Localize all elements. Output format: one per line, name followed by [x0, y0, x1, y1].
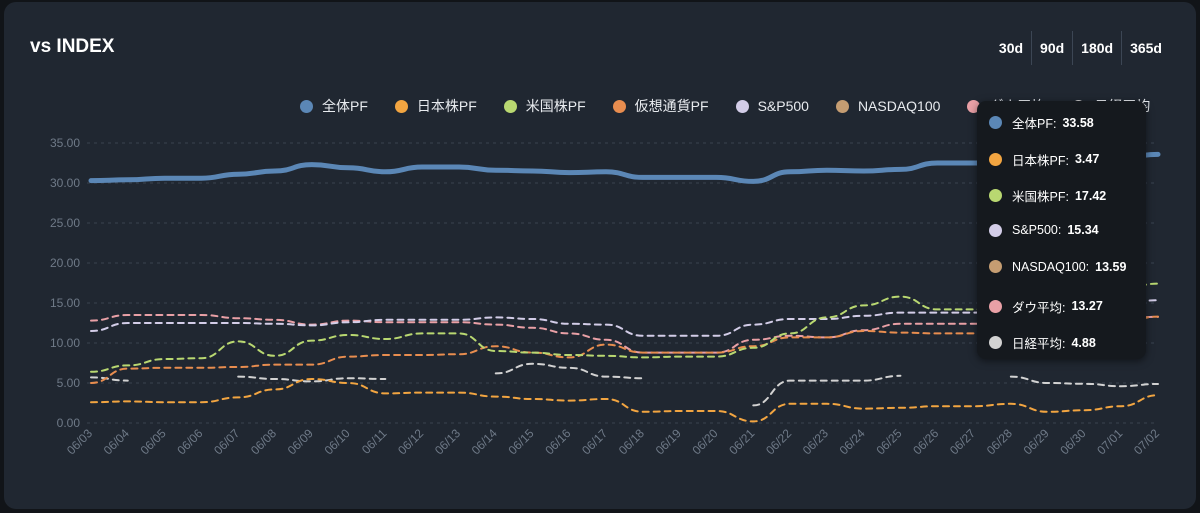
tooltip-row: 全体PF: 33.58: [989, 113, 1094, 132]
x-tick-label: 07/01: [1094, 426, 1125, 457]
x-tick-label: 06/10: [322, 426, 353, 457]
y-tick-label: 10.00: [50, 336, 80, 350]
tooltip-row: S&P500: 15.34: [989, 223, 1099, 237]
x-tick-label: 06/30: [1057, 426, 1088, 457]
x-tick-label: 06/25: [873, 426, 904, 457]
x-tick-label: 06/03: [64, 426, 95, 457]
legend-dot: [394, 99, 408, 113]
tooltip-value: 13.27: [1071, 299, 1103, 313]
legend-item[interactable]: S&P500: [735, 96, 809, 116]
legend-dot: [735, 99, 749, 113]
x-tick-label: 06/06: [174, 426, 205, 457]
x-tick-label: 06/14: [469, 426, 500, 457]
x-tick-label: 06/24: [837, 426, 868, 457]
range-365d-button[interactable]: 365d: [1121, 31, 1170, 65]
x-tick-label: 06/23: [800, 426, 831, 457]
legend-dot: [300, 99, 313, 113]
x-tick-label: 06/09: [285, 426, 316, 457]
x-tick-label: 06/29: [1021, 426, 1052, 457]
series-line-7: [237, 375, 387, 383]
x-tick-label: 06/22: [763, 426, 794, 457]
legend-label: 全体PF: [322, 98, 368, 114]
legend-dot: [835, 99, 849, 113]
chart-tooltip: 全体PF: 33.58 日本株PF: 3.47 米国株PF: 17.42 S&P500: 15…: [977, 101, 1146, 359]
x-tick-label: 06/12: [395, 426, 426, 457]
y-tick-label: 30.00: [50, 176, 80, 190]
tooltip-dot: [989, 223, 1002, 237]
tooltip-row: 日経平均: 4.88: [989, 333, 1096, 352]
tooltip-value: 15.34: [1067, 223, 1099, 238]
series-line-7: [90, 376, 129, 382]
legend-label: NASDAQ100: [857, 98, 941, 114]
x-tick-label: 06/15: [506, 426, 537, 457]
y-tick-label: 20.00: [50, 256, 80, 270]
legend-dot: [612, 99, 626, 113]
tooltip-row: NASDAQ100: 13.59: [989, 260, 1126, 274]
x-tick-label: 06/17: [579, 426, 610, 457]
x-tick-label: 06/16: [542, 426, 573, 457]
legend-label: 日本株PF: [416, 98, 477, 114]
x-tick-label: 06/08: [248, 426, 279, 457]
tooltip-label: ダウ平均:: [1012, 300, 1066, 315]
x-tick-label: 06/26: [910, 426, 941, 457]
y-tick-label: 0.00: [57, 416, 81, 430]
y-tick-label: 5.00: [57, 376, 81, 390]
tooltip-dot: [989, 299, 1002, 313]
x-tick-label: 06/11: [359, 426, 390, 457]
y-tick-label: 35.00: [50, 136, 80, 150]
tooltip-value: 33.58: [1062, 115, 1094, 130]
tooltip-dot: [989, 152, 1002, 166]
tooltip-label: NASDAQ100:: [1012, 259, 1090, 274]
tooltip-row: ダウ平均: 13.27: [989, 297, 1103, 316]
legend-label: S&P500: [757, 98, 809, 114]
x-tick-label: 06/19: [653, 426, 684, 457]
tooltip-dot: [989, 116, 1002, 129]
range-30d-button[interactable]: 30d: [998, 40, 1024, 56]
tooltip-value: 4.88: [1071, 335, 1096, 350]
y-tick-label: 15.00: [50, 296, 80, 310]
x-tick-label: 06/13: [432, 426, 463, 457]
legend-label: 仮想通貨PF: [634, 98, 709, 114]
tooltip-value: 17.42: [1074, 188, 1107, 203]
tooltip-label: 全体PF:: [1012, 117, 1057, 131]
tooltip-dot: [989, 260, 1002, 274]
chart-title: vs INDEX: [30, 36, 115, 57]
x-tick-label: 06/21: [726, 426, 757, 457]
range-180d-button[interactable]: 180d: [1072, 31, 1121, 65]
x-tick-label: 06/18: [616, 426, 647, 457]
legend-item[interactable]: NASDAQ100: [835, 96, 941, 116]
tooltip-dot: [989, 336, 1002, 350]
x-tick-label: 06/28: [984, 426, 1015, 457]
tooltip-label: 日経平均:: [1012, 337, 1066, 352]
tooltip-row: 日本株PF: 3.47: [989, 150, 1099, 169]
tooltip-label: 米国株PF:: [1012, 190, 1069, 205]
tooltip-label: S&P500:: [1012, 223, 1062, 238]
tooltip-label: 日本株PF:: [1012, 153, 1069, 168]
x-tick-label: 07/02: [1131, 426, 1162, 457]
range-90d-button[interactable]: 90d: [1031, 31, 1072, 65]
legend-item[interactable]: 米国株PF: [503, 96, 586, 116]
x-tick-label: 06/04: [101, 426, 132, 457]
legend-dot: [503, 99, 517, 113]
legend-item[interactable]: 仮想通貨PF: [612, 96, 709, 116]
x-tick-label: 06/05: [138, 426, 169, 457]
tooltip-value: 3.47: [1074, 152, 1100, 167]
x-tick-label: 06/20: [689, 426, 720, 457]
tooltip-row: 米国株PF: 17.42: [989, 186, 1106, 205]
x-tick-label: 06/27: [947, 426, 978, 457]
x-tick-label: 06/07: [211, 426, 242, 457]
series-line-7: [494, 362, 644, 380]
legend-item[interactable]: 日本株PF: [394, 96, 477, 116]
legend-label: 米国株PF: [525, 98, 586, 114]
tooltip-value: 13.59: [1095, 259, 1127, 274]
y-tick-label: 25.00: [50, 216, 80, 230]
series-line-7: [752, 374, 902, 407]
series-line-7: [1009, 375, 1159, 388]
tooltip-dot: [989, 189, 1002, 203]
legend-item[interactable]: 全体PF: [300, 96, 368, 116]
series-line-1: [90, 377, 1159, 423]
range-selector: 30d 90d 180d 365d: [991, 31, 1170, 65]
